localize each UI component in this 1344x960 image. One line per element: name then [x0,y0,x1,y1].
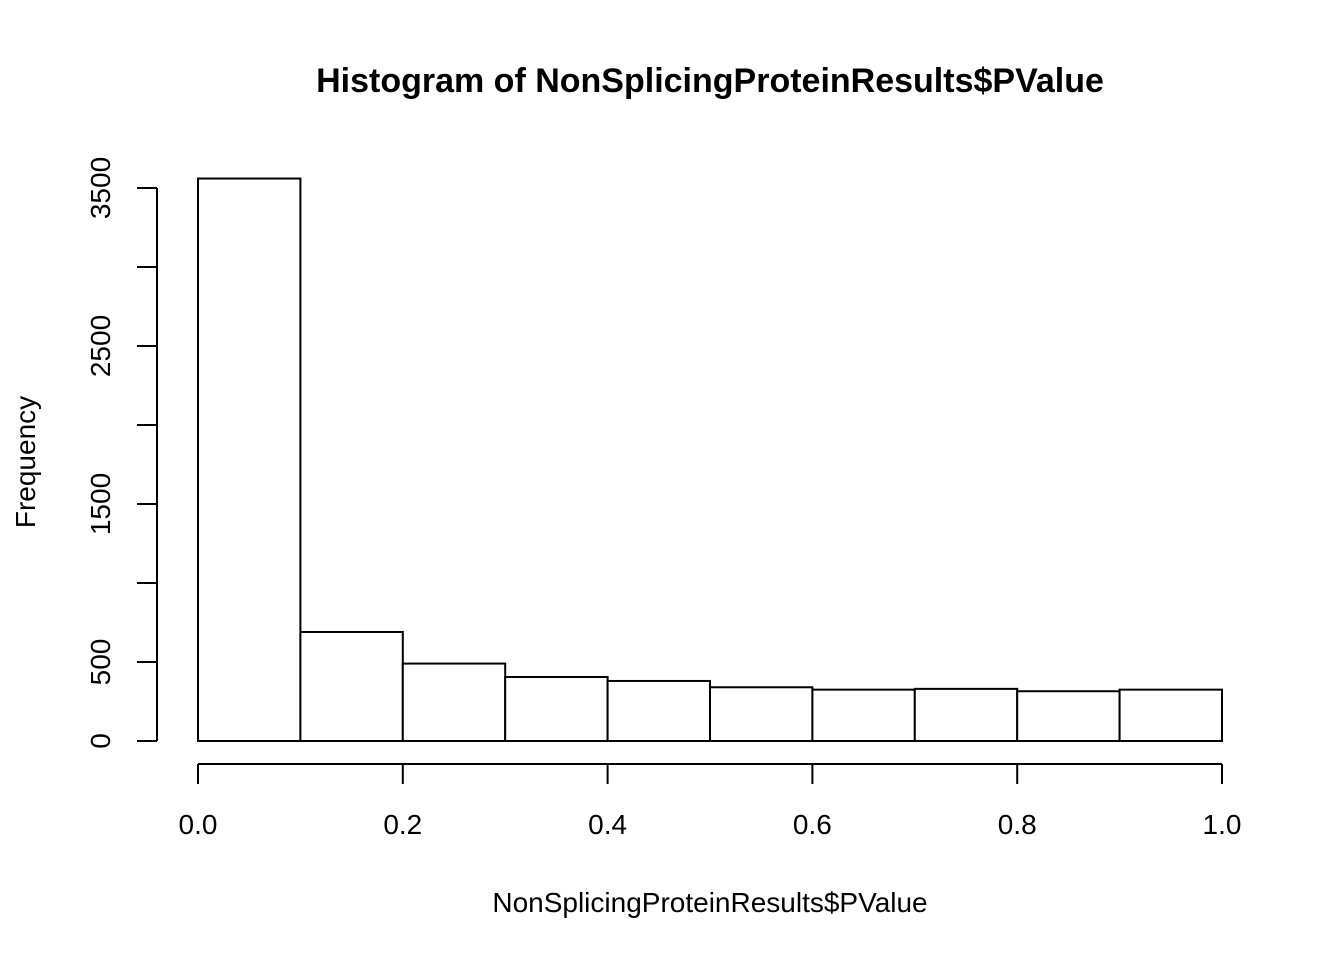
histogram-bar [811,688,916,743]
x-tick-label: 0.4 [588,809,627,840]
histogram-bar [504,676,609,743]
y-tick-label: 1500 [85,473,116,535]
histogram-bar [709,686,814,743]
histogram-bar [299,630,404,742]
x-axis-label: NonSplicingProteinResults$PValue [492,887,927,918]
y-axis: 0 500 1500 2500 3500 [85,157,158,749]
x-axis: 0.0 0.2 0.4 0.6 0.8 1.0 [179,763,1242,840]
x-tick-label: 0.0 [179,809,218,840]
y-tick-label: 0 [85,733,116,749]
y-tick-label: 3500 [85,157,116,219]
histogram-bar [1118,688,1223,743]
x-tick-label: 0.8 [998,809,1037,840]
y-tick-label: 500 [85,639,116,686]
y-axis-label: Frequency [10,396,41,528]
histogram-bar [401,662,507,743]
histogram-bar [606,679,711,743]
histogram-bar [913,687,1019,742]
bars-group [197,177,1223,743]
chart-title: Histogram of NonSplicingProteinResults$P… [316,62,1104,100]
y-tick-label: 2500 [85,315,116,377]
histogram-bar [197,177,302,742]
x-tick-label: 0.2 [383,809,422,840]
x-tick-label: 0.6 [793,809,832,840]
histogram-bar [1016,690,1121,742]
x-tick-label: 1.0 [1203,809,1242,840]
